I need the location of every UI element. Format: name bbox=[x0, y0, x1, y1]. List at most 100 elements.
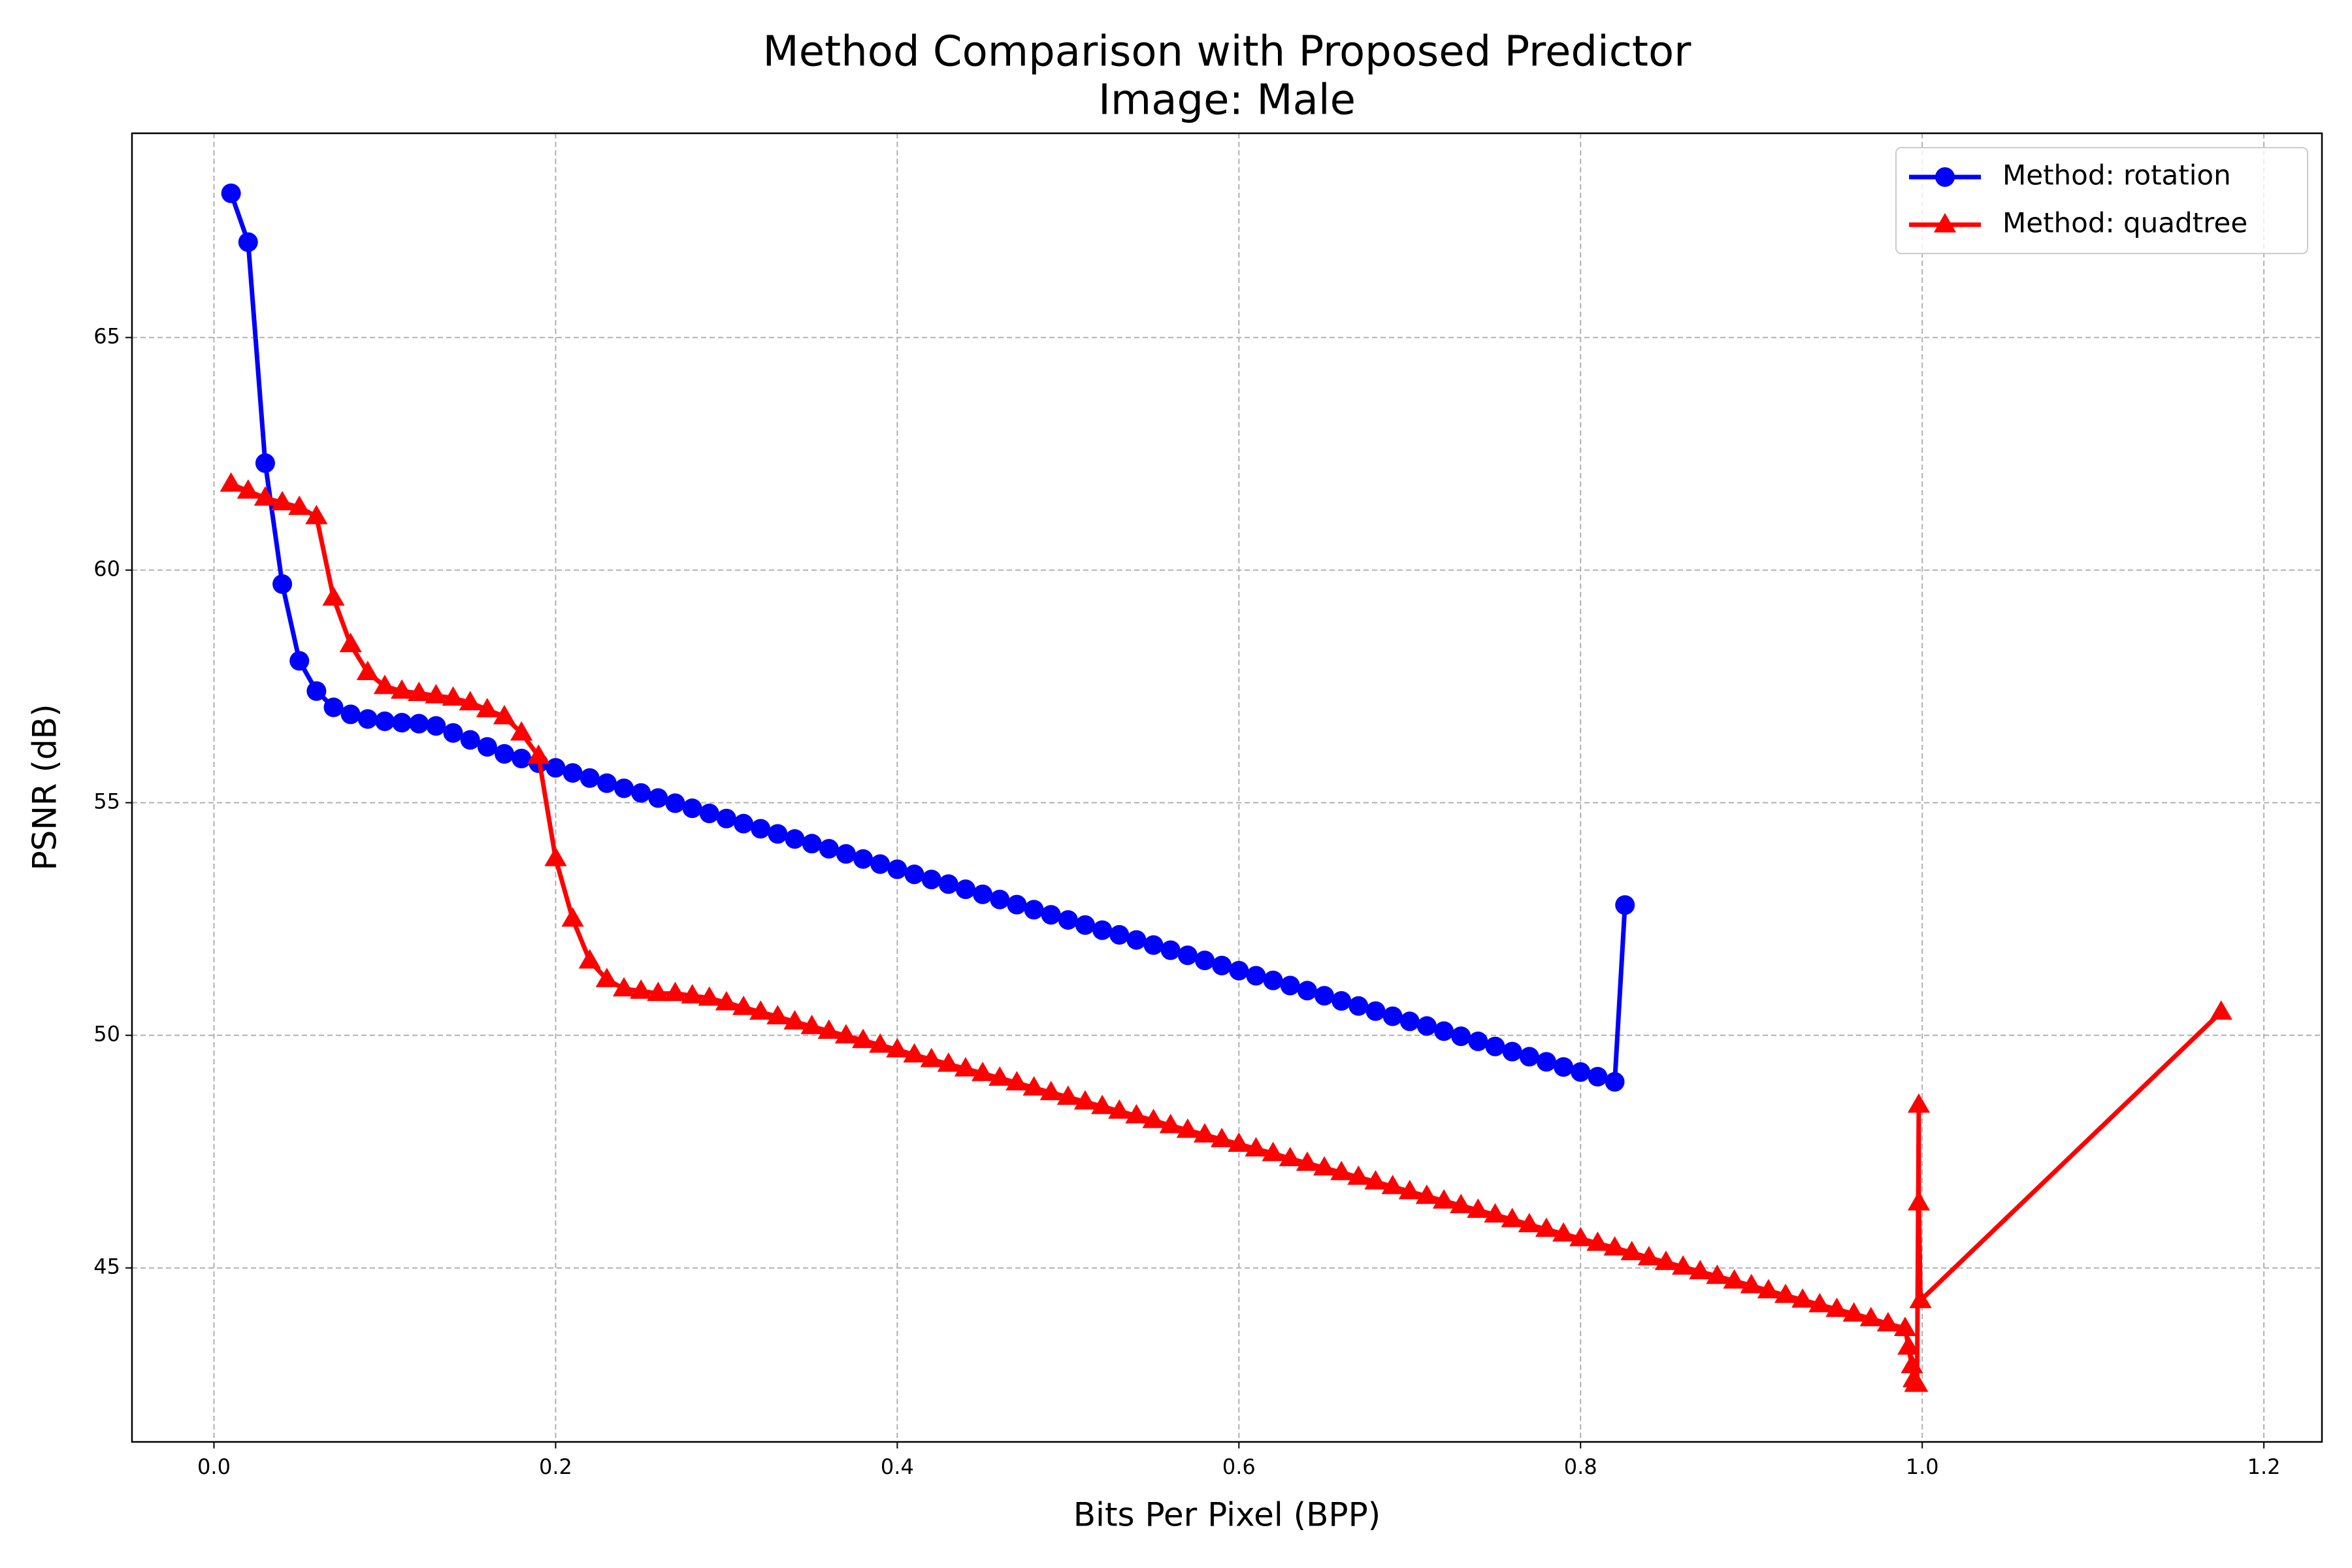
data-point bbox=[1893, 1316, 1917, 1336]
data-point bbox=[614, 778, 634, 798]
legend: Method: rotation Method: quadtree bbox=[1895, 147, 2308, 254]
data-point bbox=[289, 651, 310, 671]
data-point bbox=[1398, 1179, 1421, 1200]
data-point bbox=[339, 632, 362, 653]
data-point bbox=[1536, 1052, 1556, 1072]
data-point bbox=[751, 819, 771, 839]
data-point bbox=[1468, 1031, 1488, 1051]
data-point bbox=[1280, 975, 1300, 996]
data-point bbox=[904, 864, 924, 885]
data-point bbox=[853, 849, 874, 869]
legend-box bbox=[1895, 147, 2308, 254]
data-point bbox=[715, 990, 738, 1011]
data-point bbox=[887, 859, 907, 879]
legend-label: Method: quadtree bbox=[2002, 207, 2247, 239]
data-point bbox=[546, 758, 566, 778]
data-point bbox=[1126, 930, 1147, 950]
data-point bbox=[374, 711, 395, 732]
data-point bbox=[1007, 894, 1027, 915]
data-point bbox=[270, 491, 294, 511]
data-point bbox=[1024, 900, 1044, 920]
data-point bbox=[1246, 966, 1266, 986]
data-point bbox=[306, 681, 327, 701]
data-point bbox=[1315, 986, 1335, 1006]
x-axis-label: Bits Per Pixel (BPP) bbox=[1073, 1496, 1380, 1534]
plot-frame bbox=[131, 132, 2323, 1443]
data-point bbox=[288, 495, 311, 515]
data-point bbox=[1381, 1175, 1404, 1194]
chart-title: Method Comparison with Proposed Predicto… bbox=[763, 28, 1692, 76]
data-point bbox=[1058, 910, 1078, 930]
data-point bbox=[1672, 1255, 1695, 1275]
data-point bbox=[1723, 1269, 1746, 1289]
data-point bbox=[1108, 1099, 1131, 1119]
data-point bbox=[1160, 940, 1181, 960]
data-point bbox=[869, 1033, 892, 1053]
data-point bbox=[373, 674, 397, 694]
data-point bbox=[1432, 1189, 1456, 1209]
data-point bbox=[1075, 915, 1095, 935]
data-point bbox=[1791, 1288, 1814, 1308]
data-point bbox=[1654, 1250, 1678, 1270]
data-point bbox=[578, 949, 601, 969]
data-point bbox=[1177, 945, 1198, 966]
data-point bbox=[409, 713, 429, 734]
data-point bbox=[800, 1015, 823, 1034]
data-point bbox=[1364, 1169, 1387, 1190]
data-point bbox=[1434, 1021, 1454, 1041]
data-point bbox=[1331, 990, 1352, 1011]
data-point bbox=[460, 730, 480, 750]
data-point bbox=[1091, 1094, 1114, 1115]
data-point bbox=[1637, 1246, 1660, 1266]
data-point bbox=[392, 713, 412, 733]
data-point bbox=[544, 847, 567, 866]
data-point bbox=[955, 879, 975, 900]
data-point bbox=[1484, 1203, 1507, 1223]
data-point bbox=[990, 889, 1010, 909]
data-point bbox=[253, 486, 277, 506]
data-point bbox=[1467, 1198, 1490, 1218]
data-point bbox=[1159, 1113, 1182, 1134]
data-point bbox=[1569, 1226, 1592, 1247]
data-point bbox=[1195, 951, 1215, 971]
data-point bbox=[834, 1024, 858, 1044]
data-point bbox=[1365, 1001, 1386, 1021]
data-point bbox=[1552, 1222, 1575, 1242]
data-point bbox=[459, 691, 482, 711]
data-point bbox=[580, 768, 600, 788]
data-point bbox=[1416, 1016, 1437, 1036]
data-point bbox=[938, 874, 958, 894]
data-point bbox=[1825, 1298, 1848, 1317]
data-point bbox=[734, 813, 754, 834]
data-point bbox=[732, 995, 755, 1015]
data-point bbox=[1399, 1011, 1420, 1032]
data-point bbox=[1450, 1194, 1473, 1213]
y-tick-label: 55 bbox=[93, 789, 120, 814]
data-point bbox=[255, 453, 275, 473]
data-point bbox=[238, 232, 258, 252]
data-point bbox=[1535, 1217, 1558, 1237]
data-point bbox=[1501, 1207, 1524, 1228]
data-point bbox=[1605, 1071, 1625, 1092]
data-point bbox=[972, 1062, 994, 1081]
data-point bbox=[2210, 1000, 2232, 1020]
data-point bbox=[1143, 935, 1164, 955]
data-point bbox=[817, 1019, 840, 1039]
data-point bbox=[357, 709, 378, 729]
x-tick-label: 0.4 bbox=[881, 1454, 914, 1479]
data-point bbox=[1313, 1156, 1336, 1176]
data-point bbox=[1142, 1108, 1165, 1128]
data-point bbox=[802, 834, 822, 854]
data-point bbox=[563, 763, 583, 783]
data-point bbox=[220, 472, 242, 492]
data-point bbox=[1808, 1292, 1831, 1313]
data-point bbox=[648, 788, 668, 808]
data-point bbox=[596, 773, 617, 793]
data-point bbox=[1842, 1302, 1865, 1322]
data-point bbox=[1620, 1241, 1643, 1260]
data-point bbox=[408, 681, 431, 702]
data-point bbox=[1502, 1041, 1522, 1062]
data-point bbox=[1022, 1076, 1045, 1096]
data-point bbox=[749, 1000, 772, 1020]
